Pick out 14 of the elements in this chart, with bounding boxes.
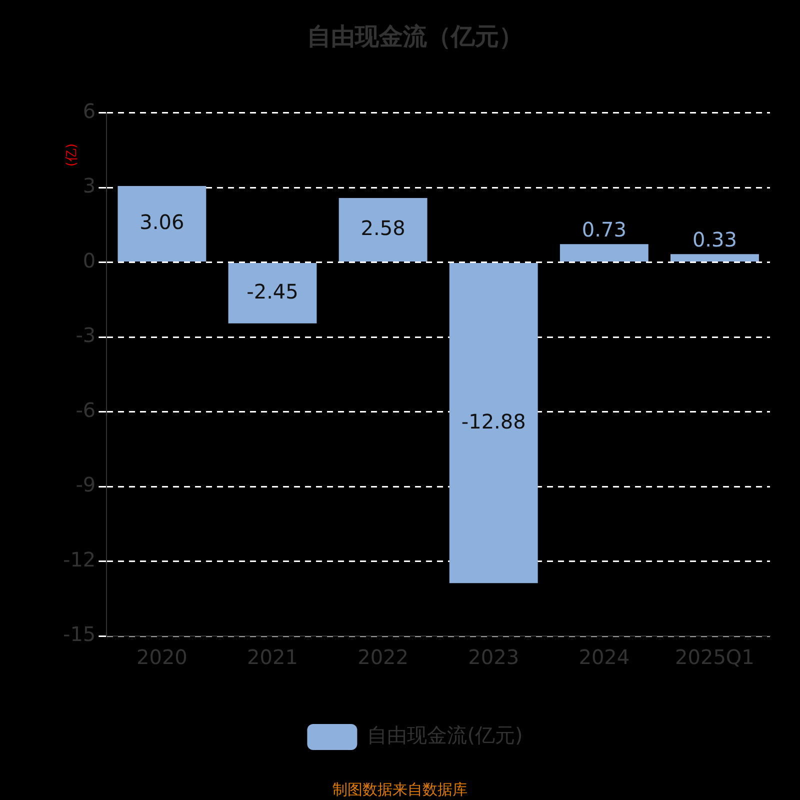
- bar: [118, 186, 206, 262]
- data-label: 0.73: [582, 217, 626, 242]
- bar: [560, 244, 648, 262]
- data-label: -2.45: [246, 279, 298, 304]
- y-axis-title: (亿): [64, 143, 80, 167]
- data-label: 2.58: [360, 216, 406, 240]
- bar: [338, 198, 428, 262]
- data-label: 3.06: [140, 210, 184, 234]
- bar: [449, 263, 538, 584]
- text: 制图数据来自数据库: [332, 780, 468, 798]
- data-label: 0.33: [692, 227, 737, 252]
- data-label: -12.88: [461, 409, 526, 434]
- bar: [228, 263, 317, 324]
- bar: [670, 254, 759, 262]
